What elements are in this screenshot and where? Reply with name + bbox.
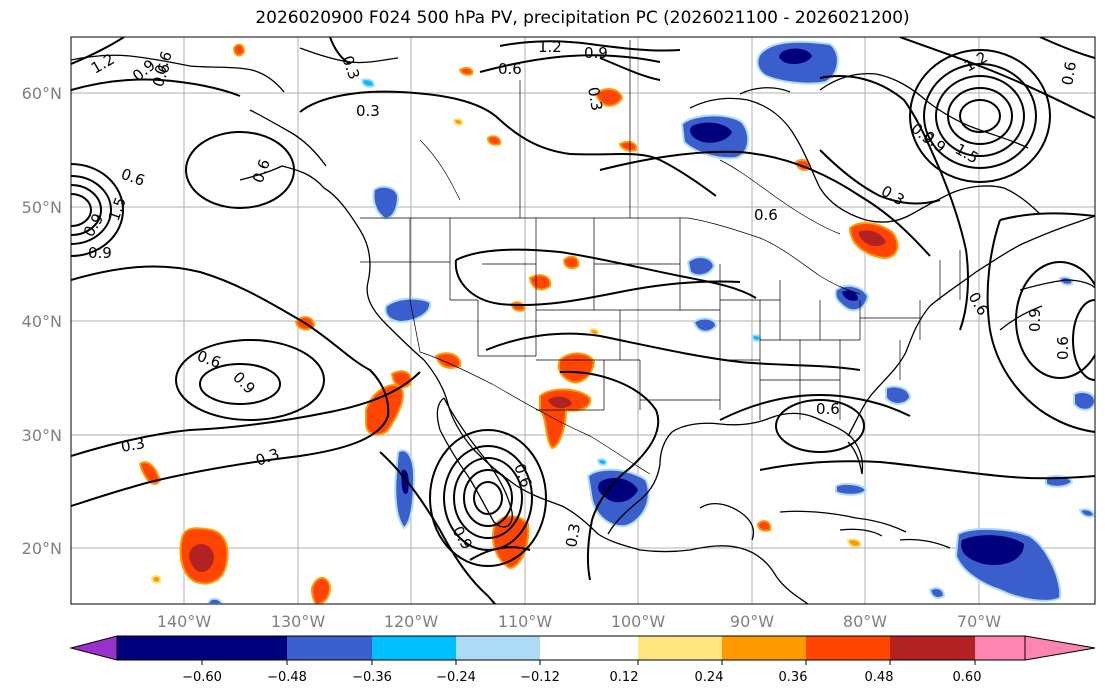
contour-label: 1.2 (538, 38, 562, 56)
precip-patch (594, 88, 624, 107)
contour-label: 0.6 (1058, 60, 1080, 87)
precip-patch (365, 384, 404, 436)
colorbar-tick-label: −0.24 (436, 670, 476, 685)
colorbar-bin (287, 636, 372, 660)
colorbar-tick-label: 0.48 (865, 670, 894, 685)
colorbar-tick-labels: −0.60 −0.48 −0.36 −0.24 −0.12 0.12 0.24 … (182, 670, 981, 685)
precip-patch (206, 597, 224, 604)
colorbar-tick-label: −0.12 (520, 670, 560, 685)
colorbar-tick-label: −0.48 (267, 670, 307, 685)
precip-patch (528, 274, 552, 291)
colorbar-ticks (201, 660, 976, 665)
precip-patch (510, 301, 526, 312)
lon-label: 90°W (730, 612, 774, 631)
contour-label: 0.3 (120, 434, 147, 456)
map-frame (70, 36, 1096, 605)
precip-patch (372, 185, 400, 220)
political-borders (360, 40, 961, 475)
colorbar-bin (638, 636, 722, 660)
lon-label: 100°W (611, 612, 666, 631)
longitude-labels: 140°W 130°W 120°W 110°W 100°W 90°W 80°W … (157, 612, 1001, 631)
contour-label: 0.9 (88, 244, 112, 262)
contour-label: 0.6 (816, 400, 840, 418)
precip-patch (1073, 391, 1095, 411)
precip-patch (588, 328, 600, 336)
colorbar-bin (890, 636, 975, 660)
colorbar-extend-high (1024, 635, 1096, 661)
colorbar-tick-label: −0.60 (182, 670, 222, 685)
contour-label: 0.6 (1054, 336, 1072, 360)
lat-label: 60°N (22, 84, 62, 103)
colorbar-tick-label: 0.36 (779, 670, 808, 685)
precip-negative-patches (206, 40, 1095, 604)
contour-label: 0.3 (562, 522, 584, 549)
colorbar-bin (540, 636, 638, 660)
lat-label: 20°N (22, 539, 62, 558)
lat-label: 30°N (22, 426, 62, 445)
colorbar-bin (117, 636, 202, 660)
map-title: 2026020900 F024 500 hPa PV, precipitatio… (255, 8, 910, 28)
colorbar: −0.60 −0.48 −0.36 −0.24 −0.12 0.12 0.24 … (69, 635, 1096, 685)
lat-label: 50°N (22, 198, 62, 217)
precip-patch (596, 458, 608, 466)
contour-label: 0.3 (356, 102, 380, 120)
precip-patch (150, 574, 162, 584)
precip-patch (750, 334, 762, 342)
precip-patch (310, 577, 332, 604)
contour-label: 0.9 (584, 44, 608, 62)
colorbar-bin (975, 636, 1025, 660)
contour-label: 0.6 (498, 60, 522, 78)
precip-patch (885, 385, 912, 405)
colorbar-bin (806, 636, 890, 660)
precip-patch (835, 482, 868, 496)
precip-patch (692, 317, 718, 333)
colorbar-bin (372, 636, 456, 660)
colorbar-bin (202, 636, 287, 660)
precip-patch (618, 141, 638, 152)
colorbar-bin (722, 636, 806, 660)
contour-label: 0.6 (754, 206, 778, 224)
lon-label: 110°W (498, 612, 553, 631)
contour-label: 0.3 (584, 86, 606, 113)
colorbar-extend-low (69, 635, 118, 661)
precip-patch (562, 255, 580, 269)
contour-label: 0.9 (1026, 308, 1044, 332)
precip-patch (486, 135, 502, 146)
lon-label: 120°W (384, 612, 439, 631)
precip-patch (434, 352, 462, 369)
colorbar-tick-label: −0.36 (352, 670, 392, 685)
precip-patch (928, 587, 946, 599)
precip-patch (686, 256, 716, 277)
precip-patch (846, 538, 862, 548)
lon-label: 70°W (957, 612, 1001, 631)
latitude-labels: 60°N 50°N 40°N 30°N 20°N (22, 84, 62, 558)
precip-patch (232, 43, 246, 57)
lon-label: 80°W (843, 612, 887, 631)
colorbar-tick-label: 0.60 (953, 670, 982, 685)
colorbar-tick-label: 0.12 (610, 670, 639, 685)
colorbar-outline (116, 635, 1026, 661)
colorbar-tick-label: 0.24 (695, 670, 724, 685)
precip-patch (384, 297, 432, 324)
precip-patch (1058, 276, 1074, 286)
precip-patch (1078, 508, 1095, 518)
lat-label: 40°N (22, 312, 62, 331)
pv-contours (71, 37, 1095, 604)
precip-patch (557, 352, 596, 384)
precip-patch (360, 78, 376, 88)
precip-patch (458, 66, 474, 76)
lon-label: 140°W (157, 612, 212, 631)
colorbar-bin (456, 636, 540, 660)
precip-patch (756, 520, 772, 532)
lon-label: 130°W (271, 612, 326, 631)
precip-patch (452, 118, 464, 126)
